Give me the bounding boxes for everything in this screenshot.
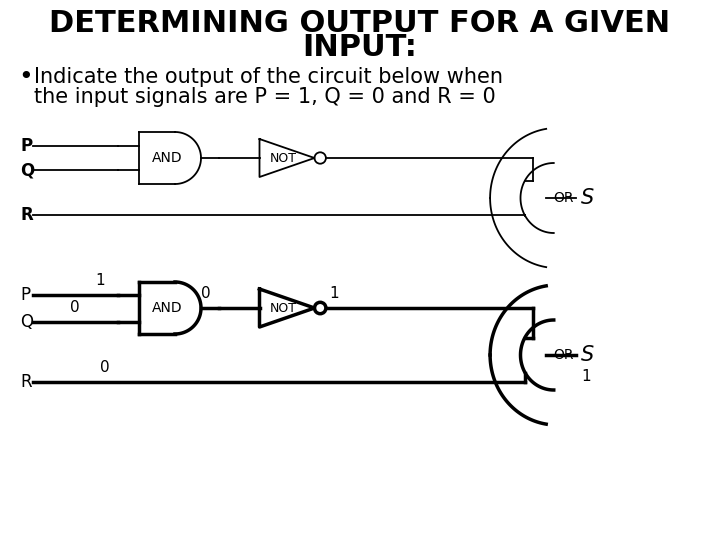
Text: 1: 1 [329,286,338,301]
Text: 0: 0 [201,286,211,301]
Text: S: S [581,188,595,208]
Text: 0: 0 [70,300,80,315]
Text: AND: AND [152,301,182,315]
Text: R: R [20,206,32,224]
Text: OR: OR [553,191,573,205]
Text: P: P [20,137,32,155]
Text: 1: 1 [95,273,105,288]
Text: Q: Q [20,313,33,331]
Text: AND: AND [152,151,182,165]
Text: NOT: NOT [269,152,297,165]
Text: R: R [20,373,32,391]
Text: DETERMINING OUTPUT FOR A GIVEN: DETERMINING OUTPUT FOR A GIVEN [50,10,670,38]
Text: NOT: NOT [269,301,297,314]
Text: OR: OR [553,348,573,362]
Text: Q: Q [20,161,35,179]
Text: •: • [18,65,32,89]
Text: the input signals are P = 1, Q = 0 and R = 0: the input signals are P = 1, Q = 0 and R… [34,87,496,107]
Text: INPUT:: INPUT: [302,33,418,63]
Text: 0: 0 [100,360,110,375]
Text: P: P [20,286,30,304]
Text: S: S [581,345,595,365]
Text: Indicate the output of the circuit below when: Indicate the output of the circuit below… [34,67,503,87]
Text: 1: 1 [581,369,591,384]
